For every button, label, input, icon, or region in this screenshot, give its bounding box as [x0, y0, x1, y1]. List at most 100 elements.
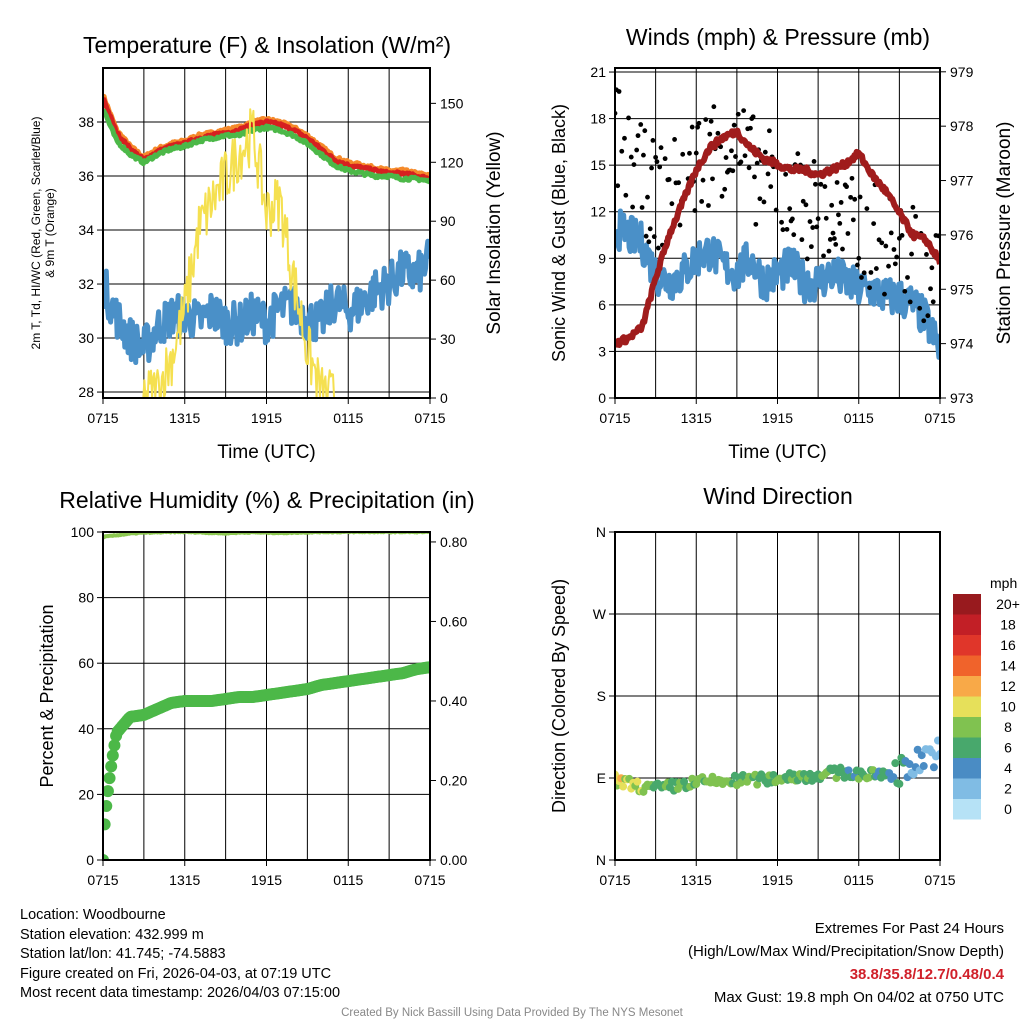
chart-title: Relative Humidity (%) & Precipitation (i…: [59, 487, 474, 513]
gust-point: [654, 159, 660, 165]
y-tick-label: 30: [78, 330, 94, 346]
gust-point: [789, 216, 795, 222]
x-axis-label: Time (UTC): [217, 442, 316, 463]
gust-point: [646, 239, 652, 245]
x-tick-label: 0115: [844, 410, 874, 426]
gust-point: [818, 181, 824, 187]
elevation: Station elevation: 432.999 m: [20, 926, 204, 943]
precipitation-point: [105, 760, 118, 773]
y-tick-label: W: [593, 606, 607, 622]
gust-point: [899, 232, 905, 238]
gust-point: [822, 184, 828, 189]
plot-frame: [614, 67, 941, 399]
dewpoint-line: [103, 238, 430, 365]
gust-point: [814, 224, 820, 230]
gust-point: [708, 118, 714, 124]
gust-point: [791, 232, 797, 238]
gust-point: [886, 263, 891, 269]
gust-point: [831, 236, 837, 241]
legend-label: 0: [1004, 801, 1012, 817]
extremes-legend: (High/Low/Max Wind/Precipitation/Snow De…: [688, 943, 1004, 960]
precipitation-point: [103, 818, 111, 831]
gust-point: [676, 180, 682, 186]
plot-frame: [614, 531, 941, 861]
sonic-wind-line: [615, 208, 940, 360]
y-tick-label: 0: [598, 390, 606, 406]
data-layer: [103, 93, 430, 398]
data-layer: [615, 736, 940, 796]
gust-point: [761, 199, 767, 205]
gust-point: [929, 265, 935, 271]
gust-point: [765, 171, 771, 177]
location: Location: Woodbourne: [20, 907, 166, 923]
gust-point: [917, 305, 923, 311]
legend-label: 12: [1000, 678, 1016, 694]
gust-point: [800, 198, 806, 204]
legend-swatch: [953, 758, 981, 779]
plot-frame: [102, 67, 431, 399]
max-gust: Max Gust: 19.8 mph On 04/02 at 0750 UTC: [713, 989, 1004, 1006]
x-tick-label: 0715: [414, 872, 445, 888]
x-tick-label: 1915: [251, 410, 282, 426]
gust-point: [810, 225, 816, 230]
gust-point: [643, 233, 649, 239]
y-tick-label: 3: [598, 343, 606, 359]
gust-point: [829, 202, 835, 208]
gust-point: [746, 165, 752, 171]
gust-point: [834, 180, 840, 185]
gust-point: [693, 150, 699, 156]
y-right-tick-label: 975: [950, 281, 974, 297]
gust-point: [779, 219, 784, 225]
x-tick-label: 1315: [169, 872, 200, 888]
legend-title: mph: [990, 575, 1017, 591]
wind-direction-point: [840, 773, 849, 782]
gust-point: [909, 251, 914, 257]
x-tick-label: 0715: [924, 410, 955, 426]
gust-point: [634, 147, 640, 153]
gust-point: [859, 275, 864, 280]
y-tick-label: 28: [78, 384, 94, 400]
y-tick-label: 40: [78, 721, 94, 737]
x-tick-label: 0115: [333, 410, 363, 426]
x-tick-label: 0715: [924, 872, 955, 888]
gust-point: [631, 162, 637, 168]
x-tick-label: 1915: [251, 872, 282, 888]
gust-point: [695, 124, 701, 130]
y-tick-label: 60: [78, 655, 94, 671]
gust-point: [861, 270, 867, 276]
legend-swatch: [953, 655, 981, 676]
x-tick-label: 0115: [844, 872, 874, 888]
x-tick-label: 0115: [333, 872, 363, 888]
gust-point: [780, 227, 786, 233]
wind-direction-point: [905, 760, 914, 769]
y-right-tick-label: 976: [950, 227, 974, 243]
y-axis-label-line2: & 9m T (Orange): [43, 188, 57, 278]
gust-point: [848, 194, 854, 200]
wind-chill-line: [103, 108, 430, 185]
x-tick-label: 1915: [762, 410, 793, 426]
wind-direction-point: [864, 773, 873, 782]
gust-point: [615, 183, 621, 189]
created-time: Figure created on Fri, 2026-04-03, at 07…: [20, 965, 332, 982]
gust-point: [658, 145, 664, 151]
precipitation-point: [106, 749, 119, 762]
y-right-axis-label: Solar Insolation (Yellow): [484, 131, 505, 334]
gust-point: [783, 171, 789, 177]
precipitation-point: [103, 785, 114, 798]
gust-point: [626, 115, 631, 121]
gust-point: [638, 122, 644, 127]
gust-point: [715, 130, 721, 136]
gust-point: [854, 262, 860, 268]
gust-point: [707, 131, 713, 137]
wind-direction-point: [789, 770, 798, 779]
gust-point: [833, 242, 839, 247]
gust-point: [750, 114, 756, 120]
gust-point: [894, 254, 900, 260]
precipitation-point: [103, 799, 113, 812]
legend-swatch: [953, 594, 981, 615]
chart-panel-3: Relative Humidity (%) & Precipitation (i…: [37, 487, 475, 888]
wind-direction-point: [619, 782, 628, 791]
precipitation-point: [108, 739, 121, 752]
lat-lon: Station lat/lon: 41.745; -74.5883: [20, 946, 226, 962]
gust-point: [733, 154, 738, 159]
